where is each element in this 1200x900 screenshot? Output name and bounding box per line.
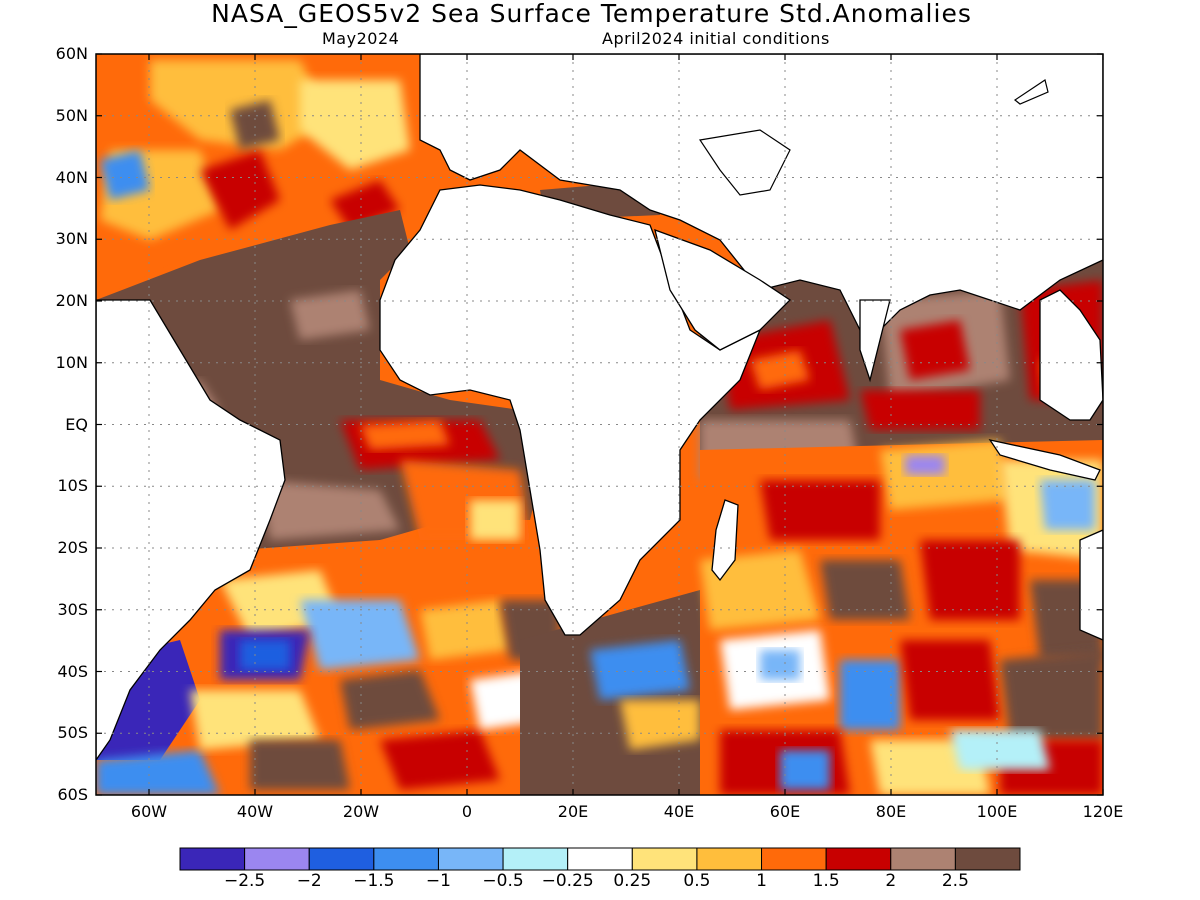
colorbar: [179, 847, 1021, 871]
colorbar-swatch: [567, 847, 633, 871]
lon-tick-label: 20E: [557, 802, 589, 821]
lon-tick-label: 80E: [875, 802, 907, 821]
lon-tick-label: 0: [461, 802, 473, 821]
colorbar-label: 0.25: [613, 871, 652, 891]
lat-tick-label: 60S: [57, 785, 88, 804]
lat-tick-label: 20S: [57, 538, 88, 557]
lat-tick-label: 50N: [55, 105, 88, 125]
colorbar-swatch: [825, 847, 892, 871]
colorbar-swatch: [373, 847, 439, 871]
colorbar-label: −2: [296, 871, 322, 891]
lat-tick-label: 20N: [55, 291, 88, 310]
anomaly-field: [96, 54, 1103, 795]
colorbar-swatch: [244, 847, 310, 871]
colorbar-swatch: [631, 847, 698, 871]
colorbar-label: 2: [885, 871, 897, 891]
axis-ticks: [96, 53, 1104, 796]
lat-tick-label: 40S: [57, 661, 88, 681]
lat-tick-label: 30N: [55, 229, 88, 249]
land: [96, 54, 1103, 762]
lon-tick-label: 60W: [130, 802, 168, 821]
lat-tick-label: 60N: [55, 44, 88, 63]
colorbar-label: −1: [425, 871, 451, 891]
lat-tick-label: 50S: [57, 723, 88, 743]
lon-tick-label: 20W: [342, 802, 380, 821]
colorbar-label: −1.5: [353, 871, 395, 891]
lon-tick-label: 40E: [663, 802, 695, 821]
colorbar-label: −0.25: [541, 871, 594, 891]
colorbar-swatch: [890, 847, 956, 871]
colorbar-swatch: [437, 847, 504, 871]
lat-tick-label: 40N: [55, 167, 88, 187]
chart-title: NASA_GEOS5v2 Sea Surface Temperature Std…: [211, 0, 972, 28]
initial-conditions: April2024 initial conditions: [602, 29, 830, 48]
colorbar-label: −2.5: [223, 871, 266, 891]
colorbar-swatch: [308, 847, 375, 871]
colorbar-swatch: [696, 847, 763, 871]
lat-tick-label: EQ: [65, 414, 88, 434]
lon-tick-label: 120E: [1082, 802, 1124, 821]
colorbar-swatch: [179, 847, 246, 871]
lat-tick-label: 10N: [55, 352, 88, 372]
map-grid: [96, 54, 1103, 795]
colorbar-swatch: [761, 847, 827, 871]
colorbar-label: 1: [756, 871, 767, 891]
lat-tick-label: 30S: [57, 599, 88, 619]
colorbar-label: 0.5: [683, 871, 711, 891]
lon-tick-label: 100E: [976, 802, 1018, 821]
lon-tick-label: 40W: [236, 802, 274, 821]
colorbar-label: −0.5: [482, 871, 524, 891]
lat-tick-label: 10S: [57, 476, 88, 496]
colorbar-label: 2.5: [941, 871, 969, 891]
colorbar-swatch: [502, 847, 569, 871]
colorbar-label: 1.5: [812, 871, 840, 891]
colorbar-swatch: [954, 847, 1021, 871]
lon-tick-label: 60E: [769, 802, 801, 821]
forecast-month: May2024: [322, 29, 400, 48]
